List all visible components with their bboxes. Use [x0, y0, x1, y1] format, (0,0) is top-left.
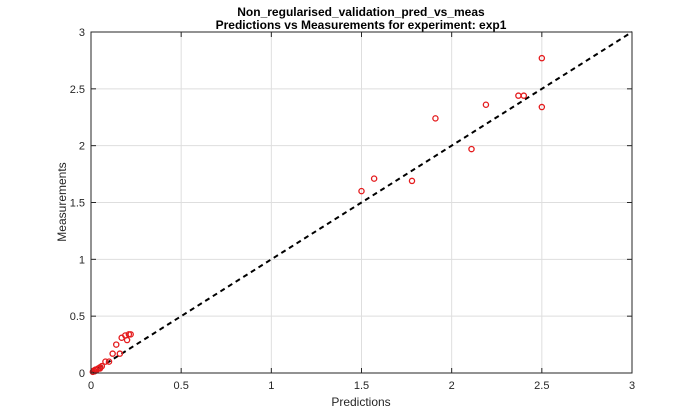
data-point	[112, 341, 120, 348]
data-point	[538, 103, 546, 111]
x-tick-label: 3	[629, 380, 635, 392]
data-point	[102, 358, 109, 365]
data-point	[432, 115, 439, 122]
data-point	[109, 350, 116, 357]
x-tick-label: 0.5	[174, 380, 189, 392]
data-points	[89, 54, 546, 376]
data-point	[370, 175, 378, 182]
x-tick-label: 1	[268, 380, 274, 392]
x-tick-label: 0	[88, 380, 94, 392]
data-point	[520, 92, 528, 99]
y-tick-label: 0	[79, 368, 85, 380]
x-tick-label: 2.5	[534, 380, 549, 392]
y-tick-label: 2	[79, 141, 85, 153]
data-point	[96, 365, 104, 372]
data-point	[358, 187, 365, 195]
y-tick-label: 0.5	[70, 311, 85, 323]
data-point	[127, 331, 134, 338]
chart-title: Non_regularised_validation_pred_vs_meas	[237, 5, 485, 19]
data-point	[468, 145, 475, 153]
data-point	[408, 177, 416, 185]
data-point	[105, 358, 113, 365]
reference-line	[90, 31, 633, 374]
data-point	[538, 54, 546, 62]
x-tick-label: 2	[449, 380, 455, 392]
x-tick-label: 1.5	[354, 380, 369, 392]
x-axis-label: Predictions	[331, 395, 390, 409]
y-tick-label: 2.5	[70, 84, 85, 96]
y-tick-label: 1	[79, 254, 85, 266]
reference-line-group	[90, 31, 633, 374]
y-tick-label: 3	[79, 27, 85, 39]
y-axis-label: Measurements	[55, 162, 69, 241]
axis-ticks: 0 0.5 1 1.5 2 2.5 3 0 0.5 1 1.5 2 2.5 3	[70, 27, 635, 392]
chart-subtitle: Predictions vs Measurements for experime…	[216, 18, 507, 32]
y-tick-label: 1.5	[70, 198, 85, 210]
data-point	[123, 336, 131, 344]
data-point	[482, 101, 490, 108]
data-point	[116, 350, 124, 357]
